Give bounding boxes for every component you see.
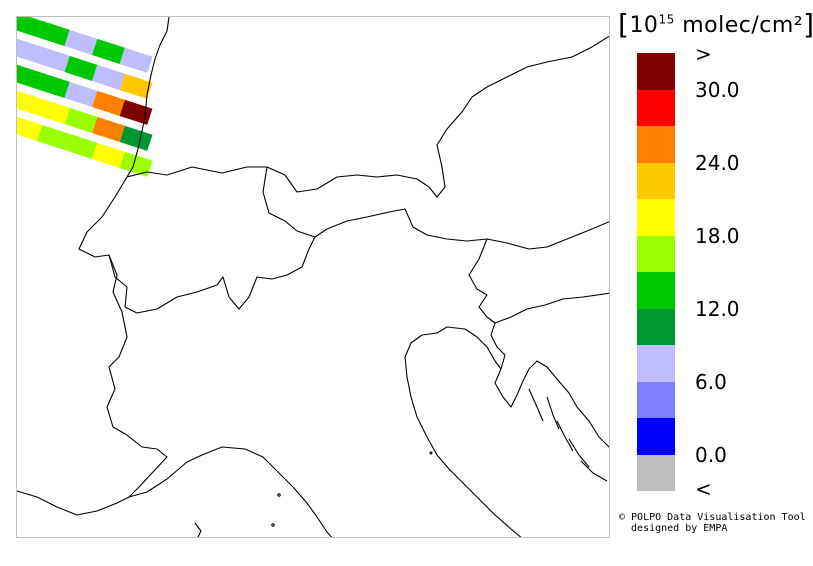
colorbar-swatch	[637, 126, 675, 163]
colorbar-swatch	[637, 418, 675, 455]
colorbar-swatch	[637, 235, 675, 272]
colorbar-swatch	[637, 199, 675, 236]
legend-unit-title: [1015 molec/cm²]	[618, 8, 813, 41]
colorbar-swatch	[637, 162, 675, 199]
swath-pixel	[64, 55, 98, 82]
coast-liguria-tyrrhenian	[128, 446, 333, 537]
coast-corsica	[194, 522, 202, 537]
swath-pixel	[36, 20, 70, 47]
colorbar-tick-label: <	[695, 477, 712, 501]
swath-pixel	[92, 142, 125, 168]
unit-prefix: 10	[629, 13, 659, 38]
swath-pixel	[36, 98, 70, 125]
swath-pixel	[17, 63, 43, 90]
colorbar-tick-label: 18.0	[695, 224, 740, 248]
colorbar-swatch	[637, 454, 675, 491]
colorbar-tick-label: >	[695, 42, 712, 66]
swath-pixel	[17, 115, 43, 142]
border-austria-italy	[314, 208, 609, 250]
colorbar-swatch	[637, 381, 675, 418]
colorbar-swatch	[637, 272, 675, 309]
croatian-islands	[528, 388, 608, 482]
border-italy-slovenia	[468, 238, 506, 370]
coast-adriatic	[404, 326, 522, 537]
swath-pixel	[17, 37, 43, 64]
colorbar-swatch	[637, 345, 675, 382]
credit-line-2: designed by EMPA	[619, 523, 728, 534]
map-canvas[interactable]	[17, 17, 610, 538]
border-switzerland	[78, 166, 316, 314]
unit-suffix: molec/cm²	[674, 13, 804, 38]
border-france-germany	[126, 17, 170, 178]
swath-pixel	[64, 107, 98, 134]
swath-pixel	[36, 46, 70, 73]
satellite-swaths	[17, 17, 153, 177]
colorbar	[637, 53, 675, 491]
coast-croatia	[494, 360, 609, 448]
colorbar-tick-label: 6.0	[695, 370, 727, 394]
swath-strip	[17, 37, 153, 99]
swath-pixel	[92, 116, 125, 142]
swath-pixel	[92, 64, 125, 90]
colorbar-swatch	[637, 53, 675, 90]
swath-strip	[17, 115, 153, 177]
swath-pixel	[119, 47, 153, 73]
swath-pixel	[17, 17, 43, 38]
map-panel[interactable]	[16, 16, 610, 538]
swath-pixel	[119, 151, 153, 177]
swath-pixel	[64, 81, 98, 108]
unit-exponent: 15	[658, 12, 675, 27]
swath-pixel	[92, 90, 125, 116]
coast-france	[17, 490, 130, 516]
swath-strip	[17, 89, 153, 151]
swath-pixel	[64, 29, 98, 56]
colorbar-tick-label: 30.0	[695, 78, 740, 102]
swath-pixel	[119, 73, 153, 99]
colorbar-swatch	[637, 308, 675, 345]
swath-pixel	[36, 72, 70, 99]
swath-pixel	[119, 99, 153, 125]
credit-text: © POLPO Data Visualisation Tool designed…	[619, 512, 806, 534]
swath-pixel	[64, 133, 98, 160]
border-germany-south	[126, 35, 609, 198]
colorbar-tick-label: 0.0	[695, 443, 727, 467]
colorbar-swatch	[637, 89, 675, 126]
swath-strip	[17, 17, 153, 73]
border-france-italy	[106, 254, 168, 498]
credit-line-1: © POLPO Data Visualisation Tool	[619, 512, 806, 523]
border-slovenia-croatia	[494, 292, 609, 324]
swath-pixel	[36, 124, 70, 151]
swath-pixel	[92, 38, 125, 64]
swath-pixel	[119, 125, 153, 151]
country-borders	[17, 17, 609, 537]
colorbar-tick-label: 24.0	[695, 151, 740, 175]
colorbar-tick-label: 12.0	[695, 297, 740, 321]
swath-pixel	[17, 89, 43, 116]
